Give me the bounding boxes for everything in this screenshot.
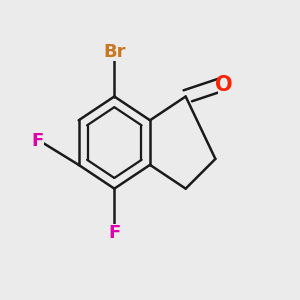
Text: F: F — [108, 224, 121, 242]
Bar — [218, 76, 231, 94]
Bar — [30, 132, 44, 150]
Text: F: F — [31, 132, 43, 150]
Bar — [104, 43, 125, 61]
Text: O: O — [215, 75, 233, 94]
Bar — [108, 224, 121, 242]
Text: Br: Br — [103, 43, 126, 61]
